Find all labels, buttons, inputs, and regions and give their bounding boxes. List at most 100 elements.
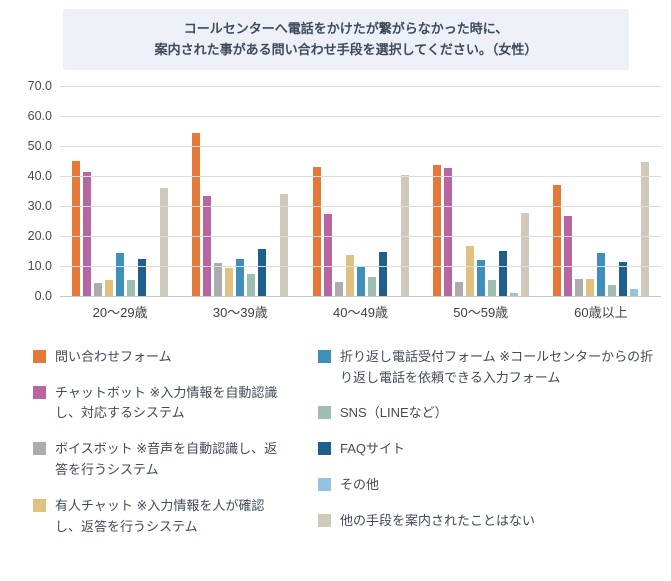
legend-label: 他の手段を案内されたことはない (340, 512, 536, 528)
legend-item: 問い合わせフォーム (33, 347, 288, 368)
bar-groups (60, 86, 661, 296)
y-axis: 70.0 60.0 50.0 40.0 30.0 20.0 10.0 0.0 (8, 79, 60, 303)
y-tick-label: 60.0 (27, 108, 52, 123)
gridline-40 (60, 175, 661, 177)
bar (334, 282, 343, 296)
legend-swatch-icon (33, 385, 46, 399)
legend-swatch-icon (318, 349, 331, 363)
bar (552, 184, 561, 296)
legend-item: ボイスボット ※音声を自動認識し、返答を行うシステム (33, 439, 288, 481)
bar (378, 252, 387, 296)
gridline-30 (60, 205, 661, 207)
legend-item: 他の手段を案内されたことはない (318, 511, 658, 532)
x-tick-label: 30〜39歳 (212, 304, 268, 320)
legend-label: その他 (340, 477, 380, 493)
bar-group-60歳以上 (541, 86, 661, 296)
bar (585, 279, 594, 296)
y-tick-label: 20.0 (27, 228, 52, 243)
bar-group-30〜39歳 (180, 86, 300, 296)
legend-swatch-icon (318, 513, 331, 527)
bar (367, 276, 376, 296)
bar (596, 252, 605, 296)
gridline-50 (60, 145, 661, 147)
y-tick-label: 50.0 (27, 138, 52, 153)
legend-label: 有人チャット ※入力情報を人が確認し、返答を行うシステム (55, 497, 265, 534)
y-tick-label: 10.0 (27, 258, 52, 273)
chart-title-line2: 案内された事がある問い合わせ手段を選択してください。（女性） (154, 42, 538, 58)
chart-title-line1: コールセンターへ電話をかけたが繋がらなかった時に、 (183, 21, 509, 36)
y-tick-label: 70.0 (27, 78, 52, 93)
bar (247, 274, 256, 296)
y-tick-label: 40.0 (27, 168, 52, 183)
legend-swatch-icon (33, 442, 46, 456)
x-tick-label: 20〜29歳 (92, 304, 148, 320)
bar (138, 259, 147, 296)
plot-area (60, 85, 661, 297)
legend-label: ボイスボット ※音声を自動認識し、返答を行うシステム (55, 441, 278, 478)
bar-group-20〜29歳 (60, 86, 180, 296)
gridline-60 (60, 115, 661, 117)
bar (72, 160, 81, 296)
legend-swatch-icon (318, 442, 331, 456)
legend-label: 問い合わせフォーム (55, 348, 172, 364)
bar (520, 212, 529, 296)
bar (345, 254, 354, 296)
bar (214, 262, 223, 296)
bar (192, 133, 201, 296)
bar (116, 253, 125, 296)
gridline-70 (60, 85, 661, 87)
bar (476, 259, 485, 296)
bar (312, 167, 321, 296)
bar (356, 266, 365, 296)
legend-item: 有人チャット ※入力情報を人が確認し、返答を行うシステム (33, 496, 288, 538)
bar (236, 258, 245, 296)
bar (629, 289, 638, 296)
legend-label: FAQサイト (340, 441, 406, 457)
x-tick-label: 60歳以上 (574, 304, 628, 320)
legend-item: チャットボット ※入力情報を自動認識し、対応するシステム (33, 383, 288, 425)
gridline-10 (60, 265, 661, 267)
legend-column-right: 折り返し電話受付フォーム ※コールセンターからの折り返し電話を依頼できる入力フォ… (318, 347, 658, 553)
bar-group-50〜59歳 (421, 86, 541, 296)
legend-swatch-icon (33, 498, 46, 512)
bar (443, 168, 452, 296)
legend-swatch-icon (318, 406, 331, 420)
bar (465, 246, 474, 296)
legend-swatch-icon (33, 349, 46, 363)
bar (487, 279, 496, 296)
bar (83, 172, 92, 296)
bar (280, 194, 289, 296)
bar (225, 268, 234, 296)
bar-group-40〜49歳 (300, 86, 420, 296)
legend-column-left: 問い合わせフォームチャットボット ※入力情報を自動認識し、対応するシステム ボイス… (33, 347, 288, 553)
x-axis: 20〜29歳 30〜39歳 40〜49歳 50〜59歳 60歳以上 (60, 302, 661, 321)
legend-label: SNS（LINEなど） (340, 405, 448, 421)
gridline-0 (60, 295, 661, 297)
bar (94, 282, 103, 296)
bar (509, 292, 518, 296)
bar (454, 282, 463, 296)
x-tick-label: 50〜59歳 (453, 304, 509, 320)
legend-label: チャットボット ※入力情報を自動認識し、対応するシステム (55, 384, 278, 421)
bar (574, 279, 583, 296)
bar (203, 195, 212, 296)
bar-chart: 70.0 60.0 50.0 40.0 30.0 20.0 10.0 0.0 (8, 79, 661, 303)
legend-item: SNS（LINEなど） (318, 403, 658, 424)
legend-label: 折り返し電話受付フォーム ※コールセンターからの折り返し電話を依頼できる入力フォ… (340, 348, 654, 385)
legend-item: FAQサイト (318, 439, 658, 460)
bar (640, 162, 649, 296)
legend-item: 折り返し電話受付フォーム ※コールセンターからの折り返し電話を依頼できる入力フォ… (318, 347, 658, 389)
bar (160, 188, 169, 296)
bar (563, 215, 572, 296)
legend: 問い合わせフォームチャットボット ※入力情報を自動認識し、対応するシステム ボイス… (33, 347, 671, 553)
bar (400, 175, 409, 296)
bar (127, 279, 136, 296)
legend-swatch-icon (318, 478, 331, 492)
bar (258, 248, 267, 296)
bar (323, 213, 332, 296)
legend-item: その他 (318, 475, 658, 496)
bar (618, 262, 627, 296)
bar (498, 251, 507, 296)
chart-title: コールセンターへ電話をかけたが繋がらなかった時に、 案内された事がある問い合わせ… (63, 9, 629, 70)
